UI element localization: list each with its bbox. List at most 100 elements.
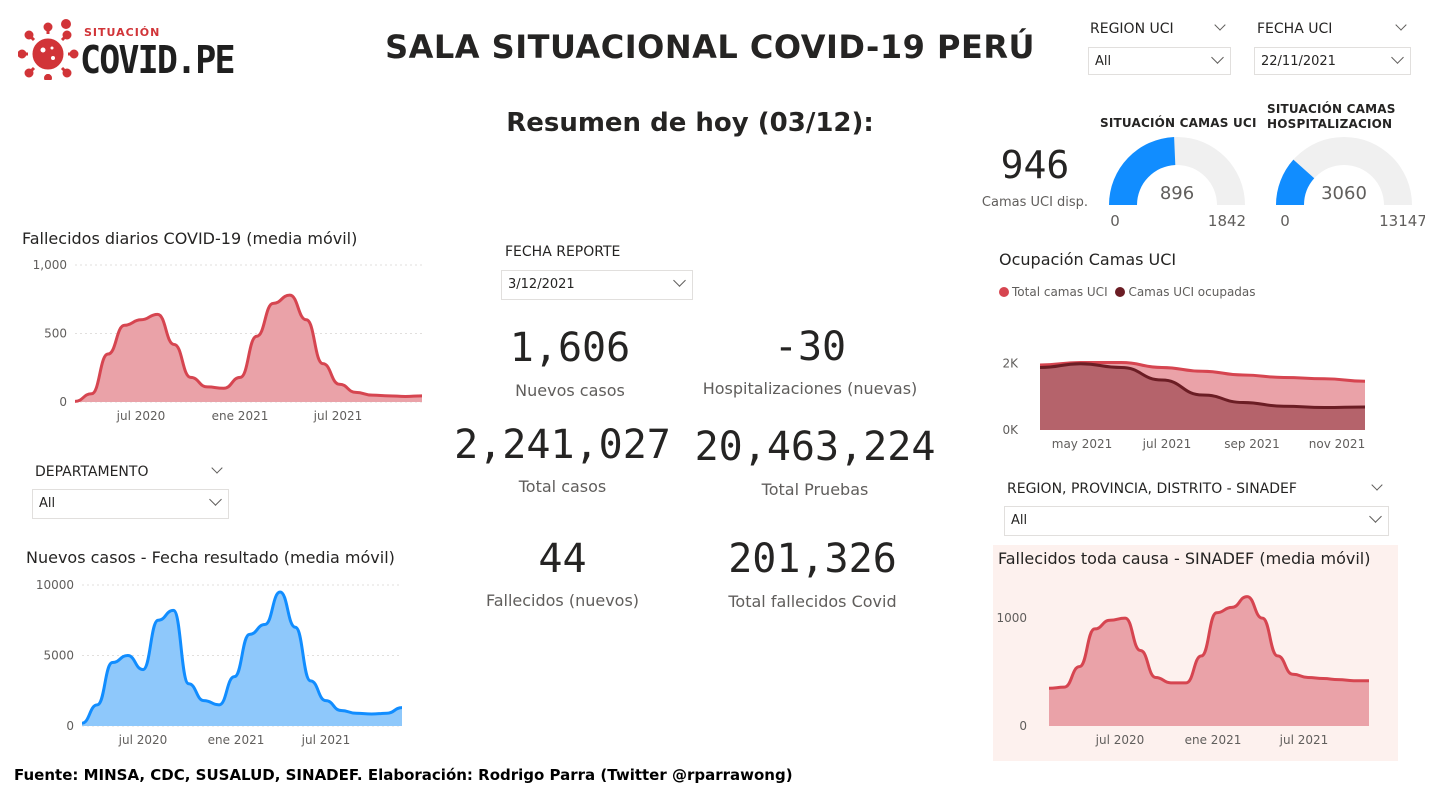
region-sinadef-label: REGION, PROVINCIA, DISTRITO - SINADEF [1007, 481, 1297, 497]
hospitalizaciones-label: Hospitalizaciones (nuevas) [702, 379, 918, 398]
x-tick-label: nov 2021 [1309, 437, 1365, 451]
x-tick-label: jul 2021 [313, 409, 363, 423]
series-line [74, 293, 423, 403]
y-tick-label: 0K [1002, 423, 1019, 437]
nuevos-casos-label: Nuevos casos [515, 381, 625, 400]
covidpe-logo: SITUACIÓN COVID.PE [18, 16, 236, 86]
gauge-hosp: 3060 0 13147 [1276, 137, 1425, 230]
x-tick-label: jul 2021 [1142, 437, 1192, 451]
region-sinadef-dropdown[interactable]: All [1004, 506, 1389, 536]
chevron-down-icon [673, 274, 686, 287]
gauge-uci: 896 0 1842 [1109, 137, 1246, 230]
gauge-uci-fill [1109, 137, 1176, 205]
legend-label-total: Total camas UCI [1012, 285, 1108, 299]
legend-item-total[interactable]: Total camas UCI [999, 285, 1108, 299]
y-tick-label: 1,000 [33, 258, 67, 272]
nuevos-casos-value: 1,606 [509, 325, 631, 371]
chevron-down-icon[interactable] [1214, 19, 1226, 31]
y-tick-label: 1000 [996, 611, 1027, 625]
total-pruebas-value: 20,463,224 [694, 424, 936, 470]
fecha-uci-dropdown[interactable]: 22/11/2021 [1254, 47, 1411, 75]
camas-uci-value: 946 [1000, 143, 1070, 187]
legend-dot-icon [999, 287, 1009, 297]
chevron-down-icon [1391, 51, 1404, 64]
fecha-reporte-dropdown[interactable]: 3/12/2021 [501, 270, 693, 300]
fallecidos-nuevos-label: Fallecidos (nuevos) [485, 591, 640, 610]
gauge-uci-value: 896 [1160, 183, 1194, 204]
x-tick-label: ene 2021 [208, 733, 265, 747]
total-casos-value: 2,241,027 [454, 422, 671, 468]
gauge-hosp-title-line1: SITUACIÓN CAMAS [1267, 102, 1396, 116]
departamento-label: DEPARTAMENTO [35, 464, 149, 480]
x-tick-label: ene 2021 [212, 409, 269, 423]
nuevos-casos-chart-title: Nuevos casos - Fecha resultado (media mó… [26, 548, 395, 567]
legend-dot-icon [1115, 287, 1126, 297]
ocupacion-uci-chart-title: Ocupación Camas UCI [999, 250, 1177, 269]
gauge-hosp-fill [1276, 159, 1315, 205]
y-tick-label: 0 [1019, 719, 1027, 733]
total-fallecidos-value: 201,326 [728, 536, 897, 582]
chevron-down-icon[interactable] [211, 462, 223, 474]
y-tick-label: 0 [59, 395, 67, 409]
x-tick-label: ene 2021 [1185, 733, 1242, 747]
fecha-uci-label: FECHA UCI [1257, 21, 1333, 37]
x-tick-label: jul 2020 [1095, 733, 1145, 747]
legend-label-ocupadas: Camas UCI ocupadas [1128, 285, 1256, 299]
series-line [1039, 362, 1366, 410]
chevron-down-icon[interactable] [1395, 19, 1407, 31]
gauge-uci-min: 0 [1110, 212, 1120, 230]
area-fill [75, 295, 422, 402]
region-sinadef-slicer: REGION, PROVINCIA, DISTRITO - SINADEF [1007, 478, 1387, 497]
chevron-down-icon [209, 493, 222, 506]
chevron-down-icon [1211, 51, 1224, 64]
chevron-down-icon[interactable] [1371, 479, 1383, 491]
total-fallecidos-label: Total fallecidos Covid [728, 592, 897, 611]
y-tick-label: 2K [1002, 356, 1019, 370]
fecha-uci-slicer: FECHA UCI [1257, 18, 1412, 37]
virus-icon [18, 19, 79, 80]
legend-item-ocupadas[interactable]: Camas UCI ocupadas [1115, 285, 1256, 299]
sinadef-chart-title: Fallecidos toda causa - SINADEF (media m… [998, 549, 1371, 568]
y-tick-label: 10000 [36, 578, 74, 592]
gauge-hosp-title-line2: HOSPITALIZACION [1267, 117, 1393, 131]
footer-source: Fuente: MINSA, CDC, SUSALUD, SINADEF. El… [14, 766, 793, 784]
area-fill [1040, 363, 1365, 430]
fallecidos-chart-title: Fallecidos diarios COVID-19 (media móvil… [22, 229, 358, 248]
y-tick-label: 5000 [43, 649, 74, 663]
total-casos-label: Total casos [518, 477, 607, 496]
gauge-hosp-track [1276, 137, 1412, 205]
x-tick-label: jul 2020 [116, 409, 166, 423]
departamento-value: All [39, 496, 56, 511]
gauge-uci-max: 1842 [1208, 212, 1246, 230]
region-uci-dropdown[interactable]: All [1088, 47, 1231, 75]
x-tick-label: may 2021 [1052, 437, 1113, 451]
fecha-reporte-value: 3/12/2021 [508, 277, 575, 292]
summary-heading: Resumen de hoy (03/12): [506, 108, 874, 138]
departamento-slicer: DEPARTAMENTO [35, 461, 225, 480]
gauge-uci-title: SITUACIÓN CAMAS UCI [1100, 116, 1257, 130]
gauge-hosp-title: SITUACIÓN CAMAS HOSPITALIZACION [1267, 102, 1396, 132]
x-tick-label: sep 2021 [1224, 437, 1280, 451]
gauge-hosp-value: 3060 [1321, 183, 1367, 204]
series-line [1039, 361, 1366, 383]
ocupacion-uci-legend: Total camas UCI Camas UCI ocupadas [999, 285, 1256, 299]
series-line [1048, 595, 1369, 690]
fecha-uci-value: 22/11/2021 [1261, 54, 1336, 69]
x-tick-label: jul 2021 [1279, 733, 1329, 747]
nuevos-casos-chart: 10000 5000 0 jul 2020 ene 2021 jul 2021 [36, 578, 403, 747]
x-tick-label: jul 2021 [301, 733, 351, 747]
series-line [81, 590, 403, 725]
hospitalizaciones-value: -30 [773, 324, 847, 370]
ocupacion-uci-chart: may 2021 jul 2021 sep 2021 nov 2021 2K 0K [1002, 356, 1366, 451]
y-tick-label: 0 [66, 719, 74, 733]
gauge-hosp-min: 0 [1280, 212, 1290, 230]
fallecidos-chart: 1,000 500 0 jul 2020 ene 2021 jul 2021 [33, 258, 423, 423]
fallecidos-nuevos-value: 44 [538, 536, 587, 582]
total-pruebas-label: Total Pruebas [761, 480, 869, 499]
fecha-reporte-label: FECHA REPORTE [505, 244, 621, 260]
departamento-dropdown[interactable]: All [32, 489, 229, 519]
y-tick-label: 500 [44, 327, 67, 341]
logo-big-text: COVID.PE [80, 38, 236, 82]
region-sinadef-value: All [1011, 513, 1028, 528]
page-title: SALA SITUACIONAL COVID-19 PERÚ [385, 28, 1035, 66]
